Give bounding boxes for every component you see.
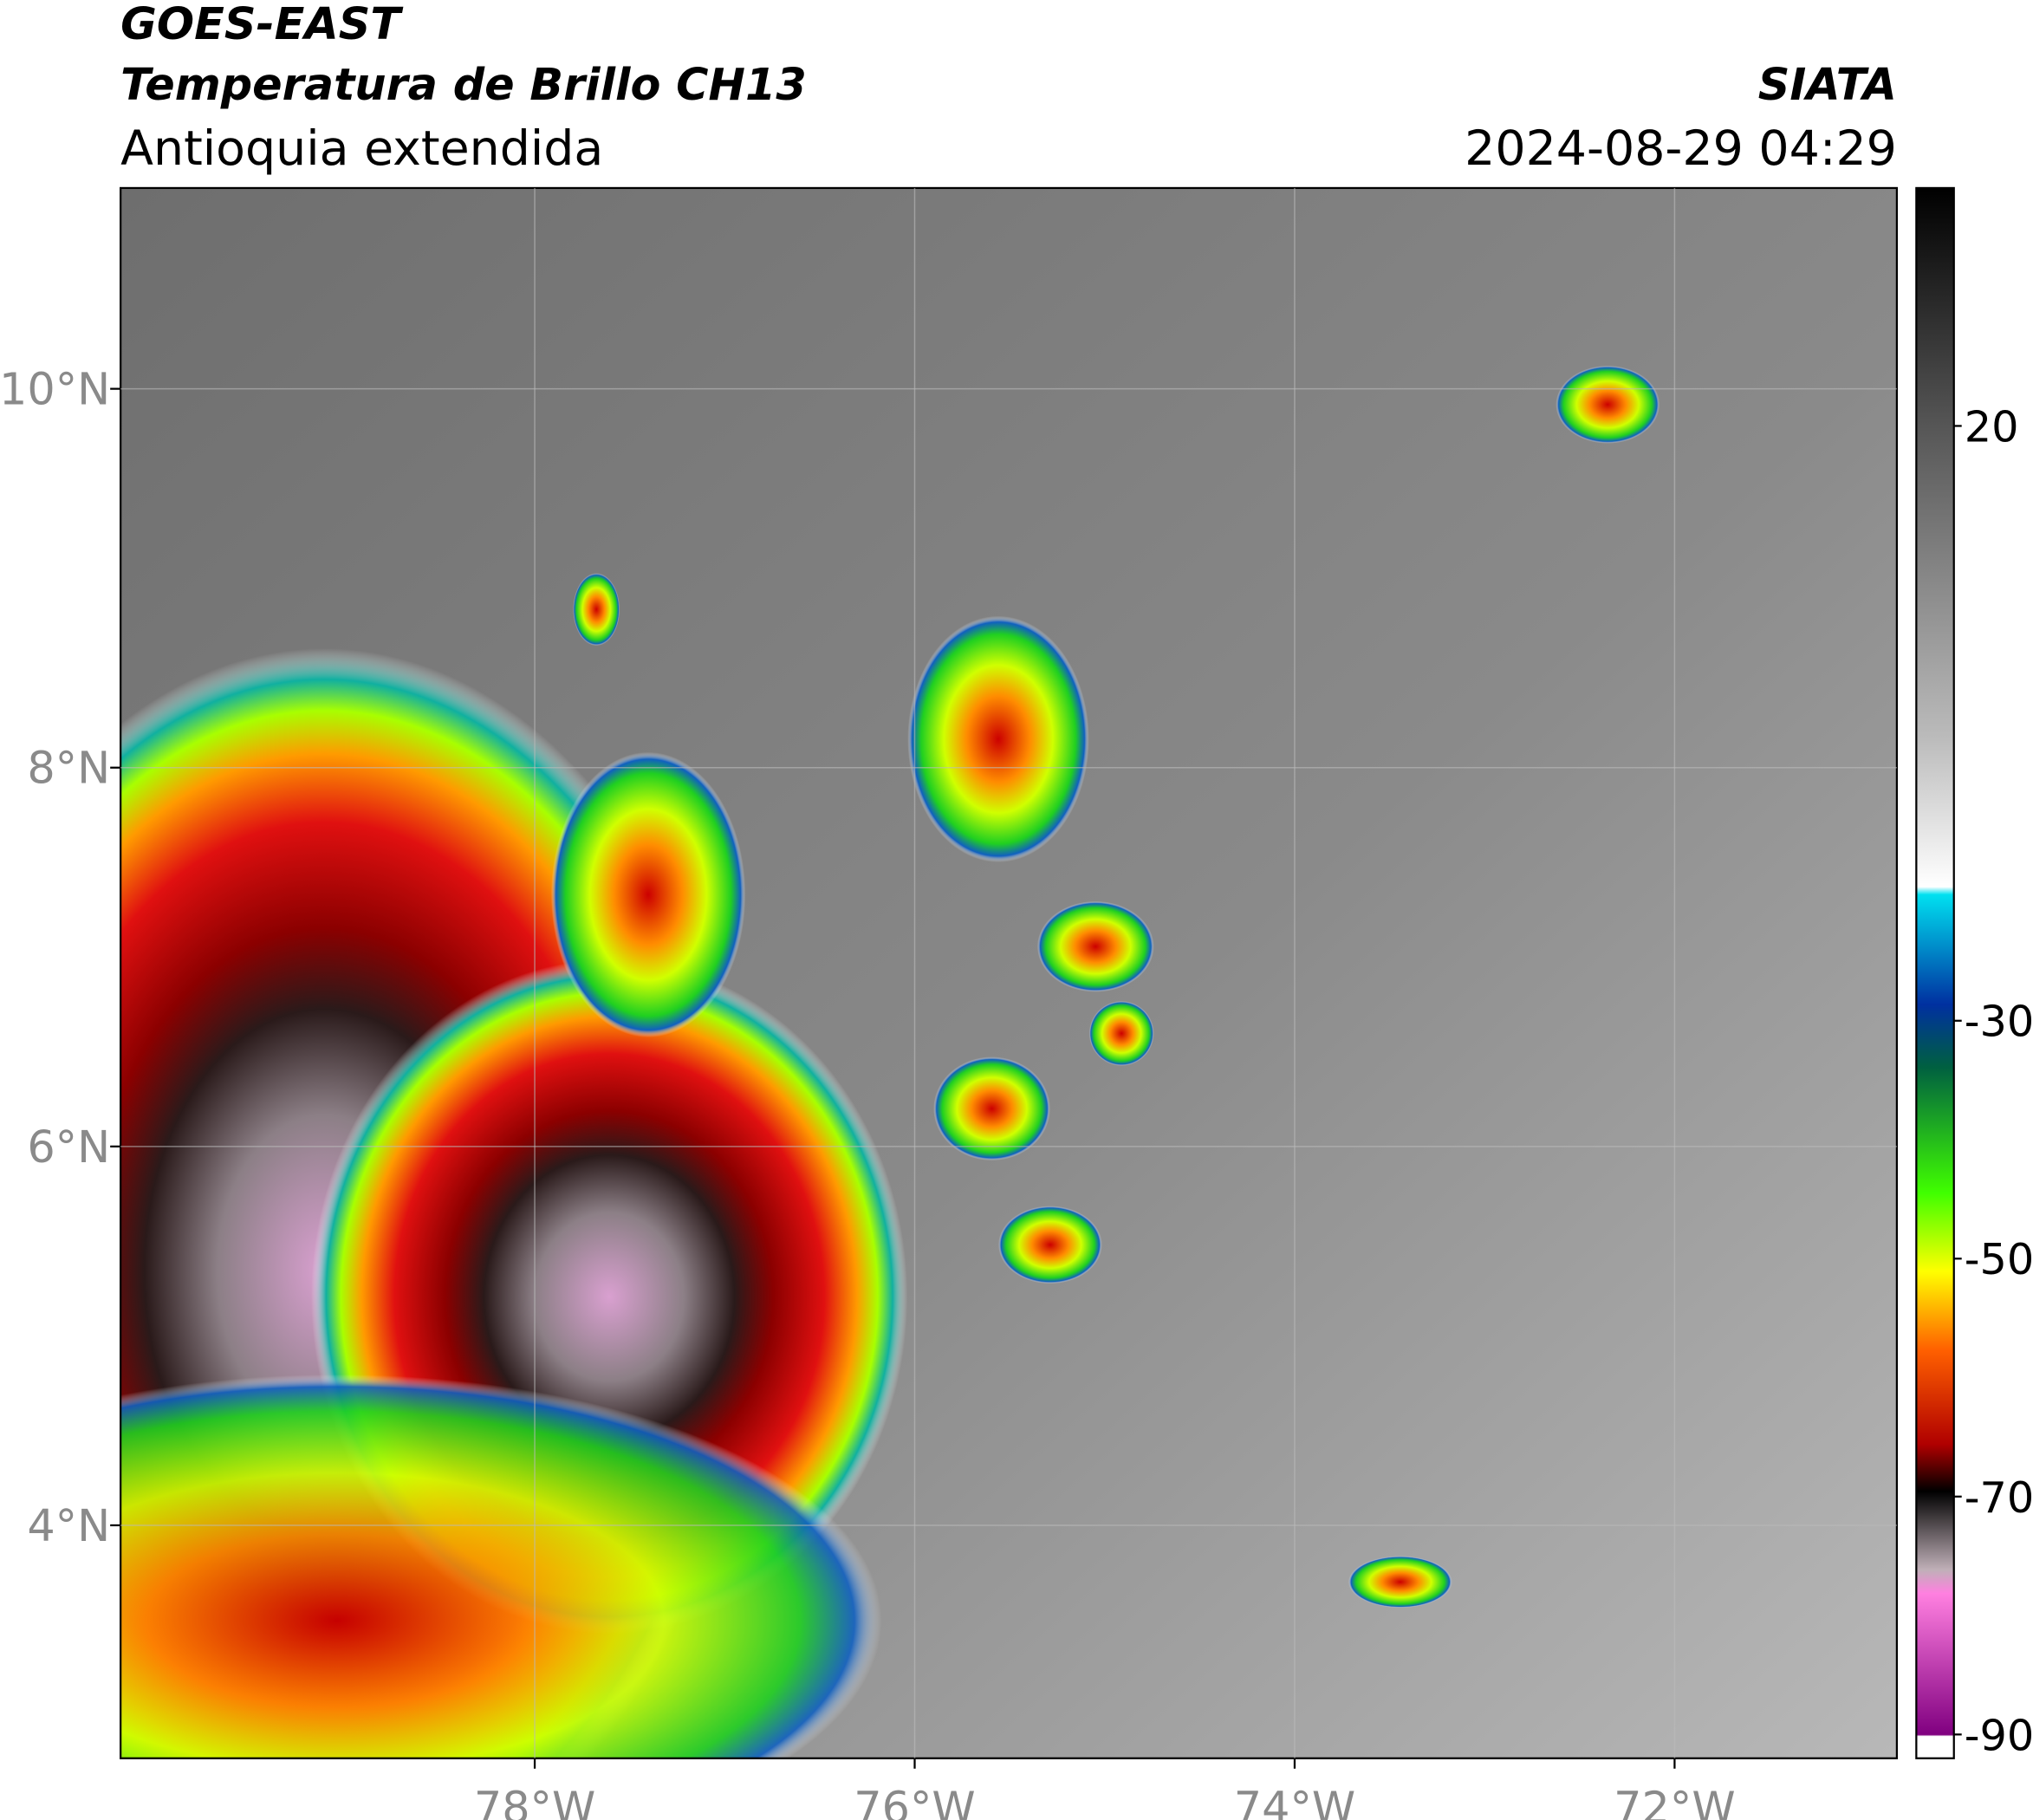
lat-label: 10°N [0, 364, 110, 415]
datetime: 2024-08-29 04:29 [1465, 121, 1897, 177]
lat-label: 8°N [27, 743, 110, 794]
colorbar-label: -90 [1965, 1710, 2033, 1760]
lon-label: 78°W [474, 1783, 595, 1820]
product: Temperatura de Brillo CH13 [120, 59, 807, 110]
region: Antioquia extendida [120, 121, 603, 177]
lon-label: 76°W [854, 1783, 975, 1820]
colorbar-label: 20 [1965, 401, 2019, 452]
source: SIATA [1758, 59, 1897, 110]
satellite: GOES-EAST [120, 0, 404, 49]
colorbar [1915, 186, 1955, 1759]
lat-label: 6°N [27, 1121, 110, 1173]
colorbar-label: -70 [1965, 1472, 2033, 1523]
colorbar-label: -30 [1965, 997, 2033, 1047]
imagery [120, 187, 1897, 1758]
lon-label: 72°W [1614, 1783, 1735, 1820]
lat-label: 4°N [27, 1500, 110, 1551]
lon-label: 74°W [1234, 1783, 1355, 1820]
colorbar-label: -50 [1965, 1234, 2033, 1284]
map-frame [120, 186, 1899, 1759]
